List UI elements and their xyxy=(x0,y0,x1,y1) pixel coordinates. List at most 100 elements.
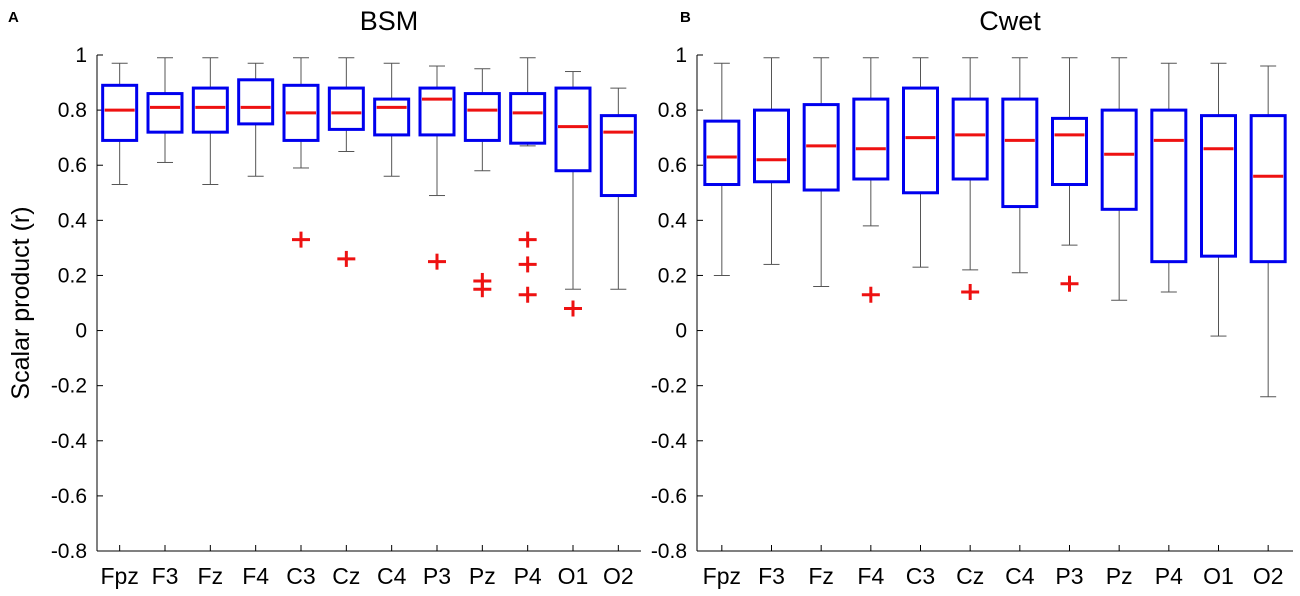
box-f4: F4 xyxy=(237,62,275,589)
iqr-box xyxy=(509,92,547,145)
iqr-box xyxy=(703,119,741,187)
box-o1: O1 xyxy=(1200,62,1237,589)
box-p4: P4 xyxy=(509,57,547,589)
x-tick-label: Fpz xyxy=(100,563,138,589)
box-c3: C3 xyxy=(282,57,320,589)
iqr-box xyxy=(146,92,184,134)
y-tick-label: -0.8 xyxy=(651,540,687,563)
y-tick-label: -0.6 xyxy=(51,485,87,508)
iqr-box xyxy=(191,86,229,134)
y-tick-label: 0.8 xyxy=(658,99,687,122)
box-pz: Pz xyxy=(1100,57,1138,589)
y-tick-label: -0.4 xyxy=(651,430,688,453)
y-tick-label: 0.4 xyxy=(658,209,688,232)
chart-title: Cwet xyxy=(979,6,1041,36)
iqr-box xyxy=(101,83,139,142)
panel-a: A BSM Scalar product (r) -0.8 -0.6 -0.4 -0.2 0 0… xyxy=(7,6,641,589)
iqr-box xyxy=(237,78,275,126)
box-o2: O2 xyxy=(599,87,637,589)
iqr-box xyxy=(327,86,365,131)
box-fpz: Fpz xyxy=(703,62,741,589)
y-tick-label: 1 xyxy=(75,44,87,67)
y-tick-label: 0 xyxy=(675,320,687,343)
x-tick-label: F3 xyxy=(152,563,179,589)
box-p3: P3 xyxy=(1051,57,1088,589)
y-tick-label: -0.8 xyxy=(51,540,87,563)
iqr-box xyxy=(599,114,637,198)
box-c4: C4 xyxy=(1001,57,1039,589)
iqr-box xyxy=(1100,108,1138,211)
x-tick-label: Cz xyxy=(332,563,360,589)
iqr-box xyxy=(753,108,790,184)
x-tick-label: P3 xyxy=(423,563,451,589)
box-cz: Cz xyxy=(951,57,989,589)
y-tick-label: -0.2 xyxy=(651,375,687,398)
x-tick-label: Cz xyxy=(956,563,984,589)
y-tick-label: 0.6 xyxy=(658,154,687,177)
box-p4: P4 xyxy=(1150,62,1188,589)
iqr-box xyxy=(1200,114,1237,258)
box-cz: Cz xyxy=(327,57,365,589)
x-tick-label: Pz xyxy=(469,563,496,589)
x-tick-label: Fpz xyxy=(703,563,741,589)
iqr-box xyxy=(802,103,840,192)
x-tick-label: P4 xyxy=(1155,563,1183,589)
chart-title: BSM xyxy=(360,6,419,36)
y-tick-label: -0.2 xyxy=(51,375,87,398)
y-tick-label: 0.2 xyxy=(658,264,687,287)
y-tick-label: -0.4 xyxy=(51,430,88,453)
box-c4: C4 xyxy=(373,62,411,589)
box-o2: O2 xyxy=(1249,65,1287,589)
panel-b: B Cwet -0.8 -0.6 -0.4 -0.2 0 0.2 0.4 0.6 0.8 1 Fpz F3… xyxy=(651,6,1293,589)
iqr-box xyxy=(1001,97,1039,209)
iqr-box xyxy=(1249,114,1287,264)
box-fz: Fz xyxy=(802,57,840,589)
y-tick-label: 0 xyxy=(75,320,87,343)
y-tick-label: 0.2 xyxy=(58,264,87,287)
x-tick-label: Fz xyxy=(808,563,834,589)
x-tick-label: O2 xyxy=(1253,563,1284,589)
iqr-box xyxy=(902,86,939,195)
x-tick-label: Fz xyxy=(198,563,224,589)
x-tick-label: C4 xyxy=(1005,563,1035,589)
x-tick-label: O1 xyxy=(558,563,589,589)
y-tick-label: 1 xyxy=(675,44,687,67)
x-tick-label: F4 xyxy=(242,563,269,589)
box-p3: P3 xyxy=(418,65,456,589)
box-pz: Pz xyxy=(463,68,501,589)
x-tick-label: P3 xyxy=(1055,563,1083,589)
panel-letter: B xyxy=(680,9,691,26)
x-tick-label: O2 xyxy=(603,563,634,589)
x-tick-label: F4 xyxy=(857,563,884,589)
iqr-box xyxy=(554,86,592,173)
iqr-box xyxy=(373,97,411,137)
box-f3: F3 xyxy=(146,57,184,589)
x-tick-label: C4 xyxy=(377,563,407,589)
y-tick-label: 0.4 xyxy=(58,209,88,232)
box-f3: F3 xyxy=(753,57,790,589)
panel-letter: A xyxy=(8,9,19,26)
x-tick-label: Pz xyxy=(1106,563,1133,589)
y-axis-label: Scalar product (r) xyxy=(7,206,35,399)
box-c3: C3 xyxy=(902,57,939,589)
y-tick-label: 0.8 xyxy=(58,99,87,122)
y-tick-label: 0.6 xyxy=(58,154,87,177)
x-tick-label: C3 xyxy=(286,563,315,589)
x-tick-label: P4 xyxy=(514,563,542,589)
iqr-box xyxy=(418,86,456,137)
iqr-box xyxy=(951,97,989,181)
box-o1: O1 xyxy=(554,71,592,589)
x-tick-label: O1 xyxy=(1203,563,1234,589)
iqr-box xyxy=(463,92,501,142)
x-tick-label: F3 xyxy=(758,563,785,589)
iqr-box xyxy=(1051,116,1088,187)
iqr-box xyxy=(282,83,320,142)
iqr-box xyxy=(852,97,890,181)
box-fz: Fz xyxy=(191,57,229,589)
y-tick-label: -0.6 xyxy=(651,485,687,508)
box-fpz: Fpz xyxy=(100,62,139,589)
x-tick-label: C3 xyxy=(906,563,935,589)
iqr-box xyxy=(1150,108,1188,264)
box-f4: F4 xyxy=(852,57,890,589)
